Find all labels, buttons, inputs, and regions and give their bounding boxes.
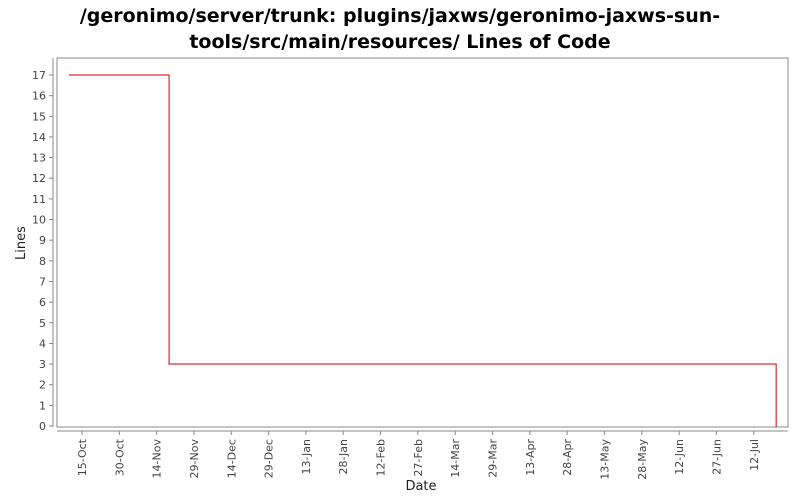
x-tick-label: 14-Dec — [225, 439, 238, 478]
x-tick-label: 12-Jun — [673, 439, 686, 475]
x-tick-label: 28-Apr — [561, 439, 574, 476]
x-tick-label: 27-Jun — [710, 439, 723, 475]
x-tick-label: 14-Mar — [449, 439, 462, 478]
x-tick-label: 14-Nov — [151, 439, 164, 479]
x-tick-label: 28-Jan — [337, 439, 350, 475]
y-tick-label: 5 — [39, 317, 46, 330]
y-tick-label: 8 — [39, 255, 46, 268]
x-tick-label: 30-Oct — [113, 438, 126, 476]
y-axis-label: Lines — [14, 226, 29, 260]
x-tick-label: 28-May — [636, 439, 649, 480]
x-tick-label: 29-Mar — [487, 439, 500, 478]
y-tick-label: 6 — [39, 296, 46, 309]
y-tick-label: 7 — [39, 275, 46, 288]
x-tick-label: 29-Nov — [188, 439, 201, 479]
series-group — [68, 74, 777, 427]
y-tick-label: 15 — [32, 110, 46, 123]
data-point — [775, 425, 777, 427]
chart-title: /geronimo/server/trunk: plugins/jaxws/ge… — [0, 3, 800, 55]
x-axis: 15-Oct 30-Oct 14-Nov 29-Nov 14-Dec 29-Dec 13-J… — [57, 430, 788, 480]
data-point — [168, 363, 170, 365]
y-tick-label: 11 — [32, 193, 46, 206]
y-tick-label: 1 — [39, 399, 46, 412]
x-tick-label: 12-Feb — [375, 439, 388, 476]
y-tick-label: 16 — [32, 90, 46, 103]
y-tick-label: 3 — [39, 358, 46, 371]
x-tick-label: 27-Feb — [412, 439, 425, 476]
y-tick-label: 10 — [32, 214, 46, 227]
y-tick-label: 17 — [32, 69, 46, 82]
y-tick-label: 9 — [39, 234, 46, 247]
x-tick-label: 13-May — [598, 439, 611, 480]
chart-title-line1: /geronimo/server/trunk: plugins/jaxws/ge… — [79, 5, 721, 27]
x-tick-label: 12-Jul — [748, 439, 761, 471]
x-tick-label: 15-Oct — [76, 438, 89, 476]
data-point — [68, 74, 71, 76]
x-tick-label: 29-Dec — [263, 439, 276, 478]
y-tick-label: 12 — [32, 172, 46, 185]
y-tick-label: 0 — [39, 420, 46, 433]
y-tick-label: 2 — [39, 379, 46, 392]
plot-area — [56, 57, 789, 428]
y-tick-label: 13 — [32, 152, 46, 165]
chart-title-line2: tools/src/main/resources/ Lines of Code — [189, 31, 611, 53]
x-tick-label: 13-Apr — [524, 439, 537, 476]
y-tick-label: 14 — [32, 131, 46, 144]
y-tick-label: 4 — [39, 337, 46, 350]
x-axis-label: Date — [405, 479, 436, 494]
x-tick-label: 13-Jan — [300, 439, 313, 475]
